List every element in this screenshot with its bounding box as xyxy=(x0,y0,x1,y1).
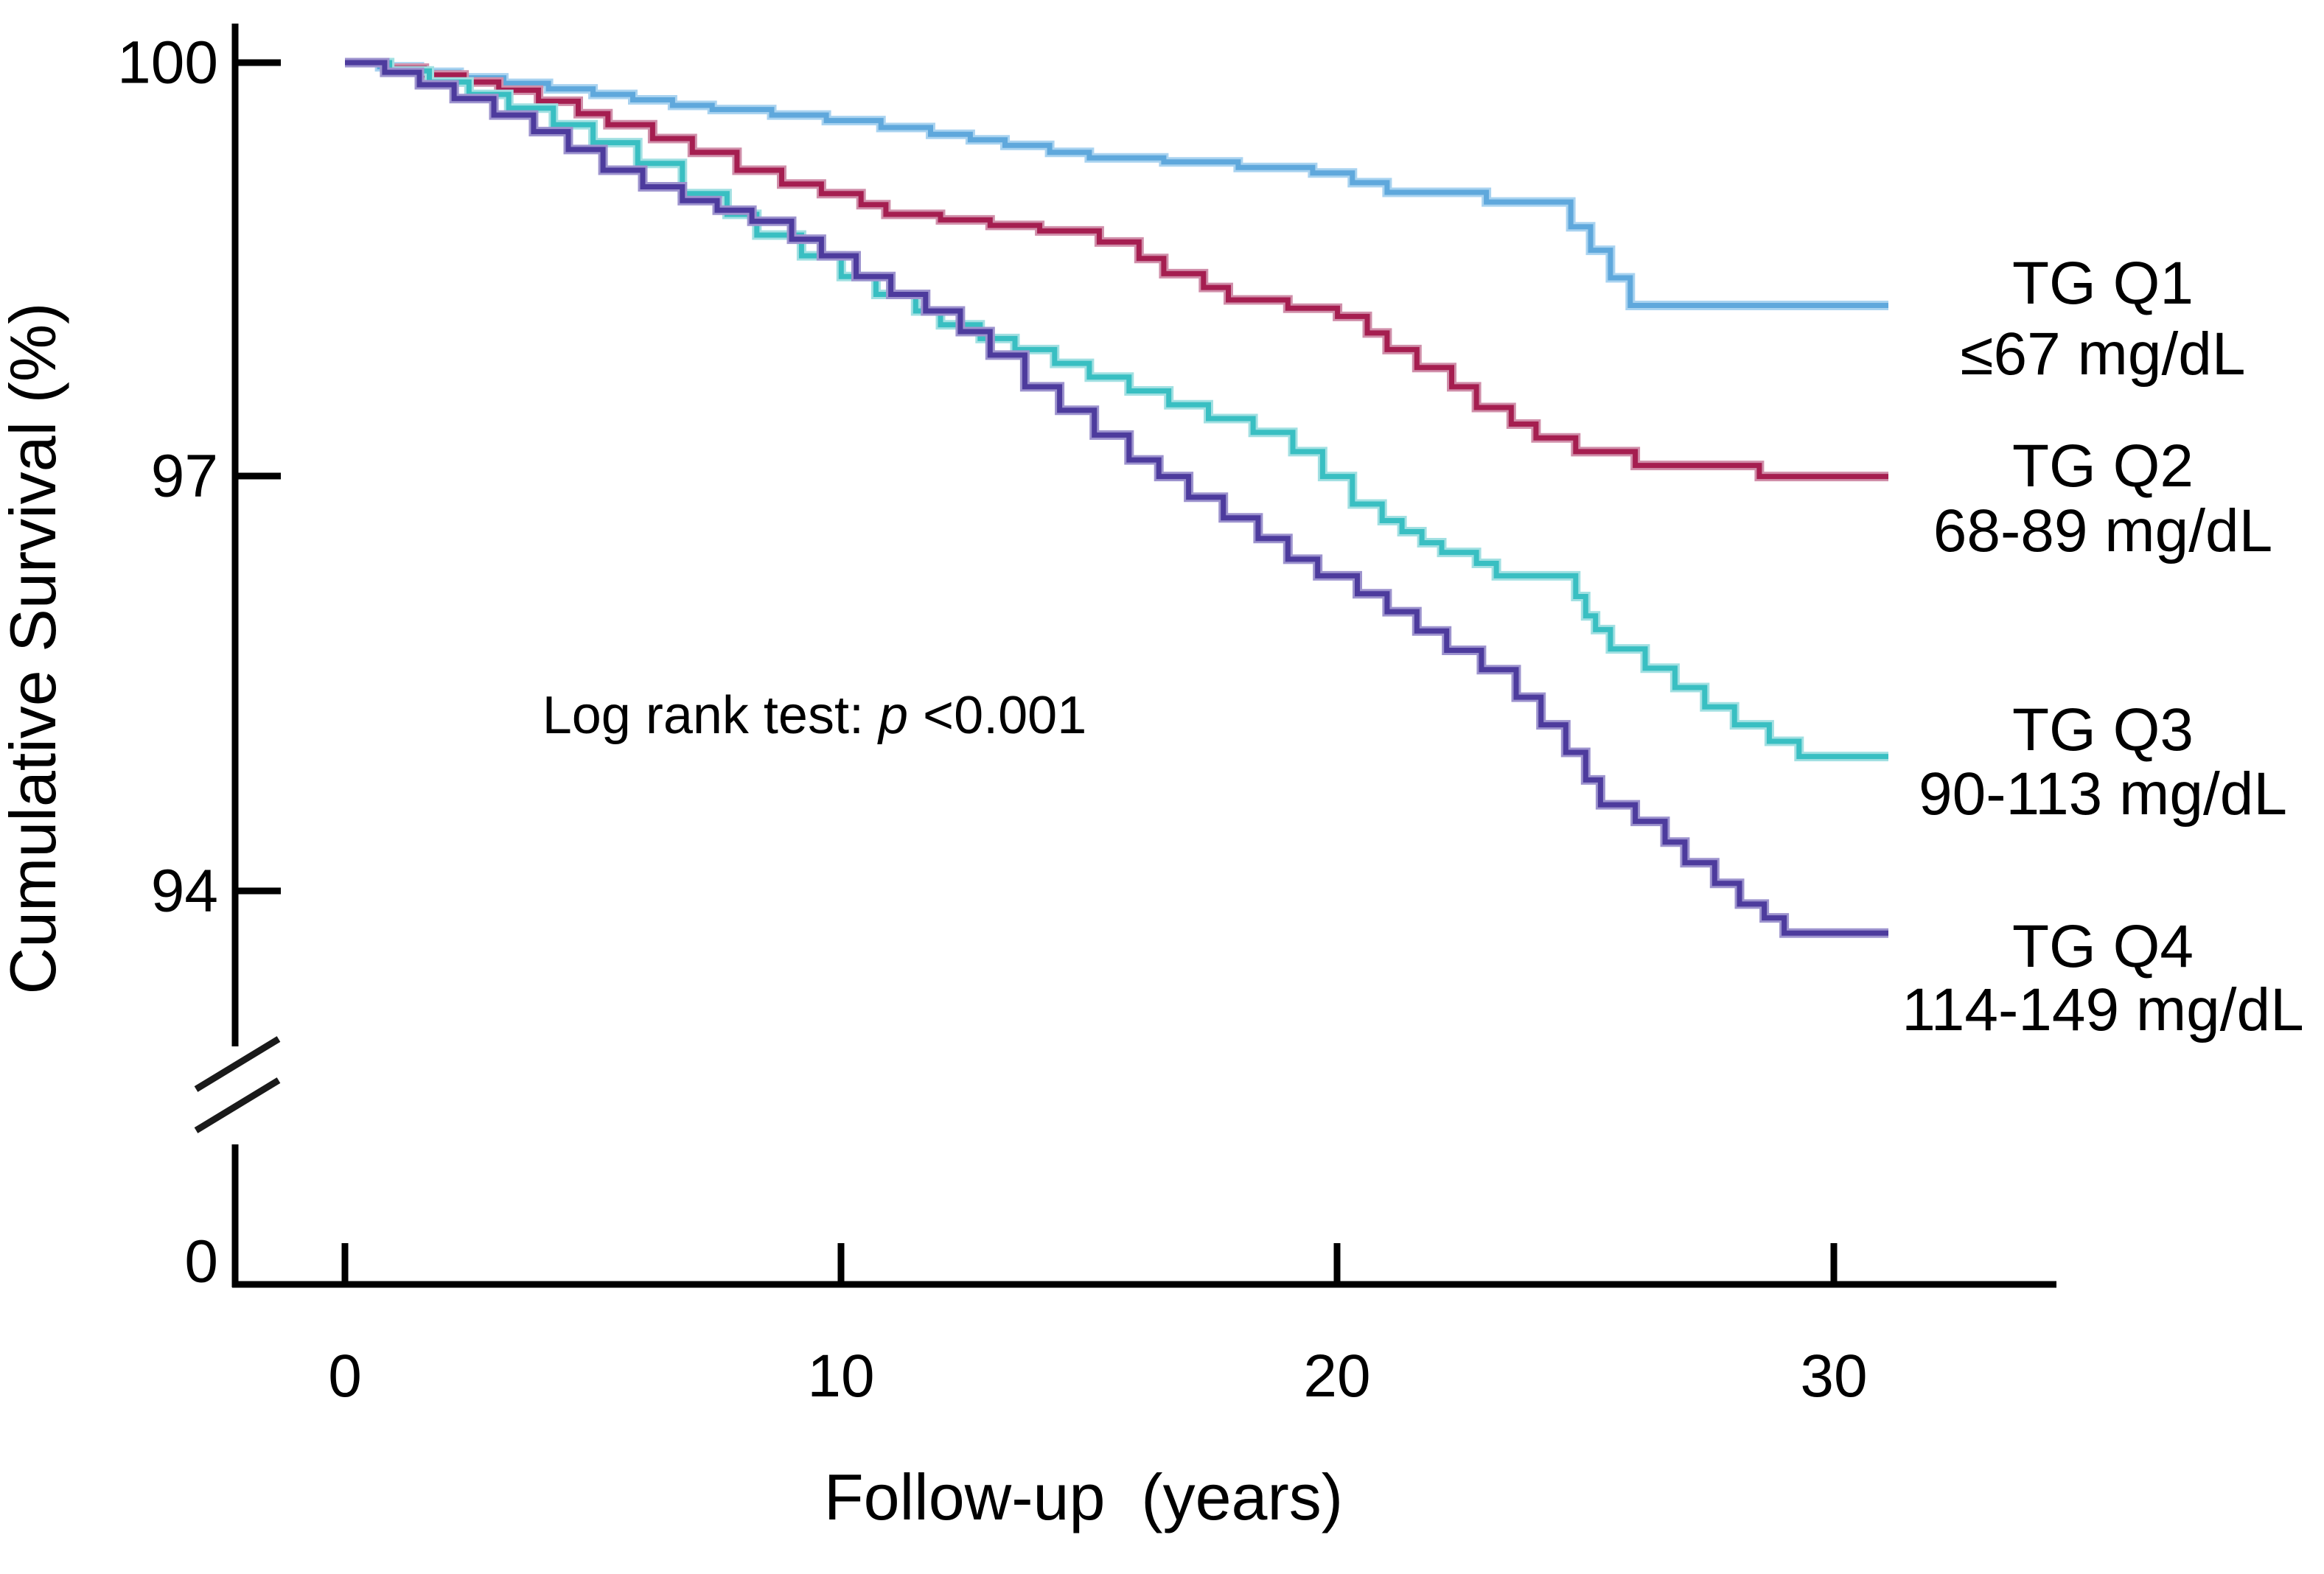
x-tick-label-10: 10 xyxy=(807,1343,874,1410)
legend-q4-name: TG Q4 xyxy=(2012,913,2194,980)
legend-q4-range: 114-149 mg/dL xyxy=(1902,976,2304,1043)
legend-q2-name: TG Q2 xyxy=(2012,433,2194,500)
legend-q3-range: 90-113 mg/dL xyxy=(1919,760,2287,828)
km-curve-q1 xyxy=(345,60,1888,308)
x-tick-label-20: 20 xyxy=(1303,1343,1370,1410)
legend-q3-name: TG Q3 xyxy=(2012,696,2194,763)
x-tick-label-0: 0 xyxy=(328,1343,362,1410)
y-tick-label-0: 0 xyxy=(184,1228,218,1295)
y-axis xyxy=(231,24,281,1287)
km-curves-group xyxy=(345,57,1888,938)
x-tick-label-30: 30 xyxy=(1800,1343,1867,1410)
legend-q1-name: TG Q1 xyxy=(2012,250,2194,317)
km-curve-q3 xyxy=(345,60,1888,760)
legend: TG Q1 ≤67 mg/dL TG Q2 68-89 mg/dL TG Q3 … xyxy=(1902,250,2304,1043)
legend-q1-range: ≤67 mg/dL xyxy=(1961,321,2246,388)
km-curve-q4 xyxy=(345,60,1888,936)
legend-q2-range: 68-89 mg/dL xyxy=(1933,497,2272,564)
y-tick-label-94: 94 xyxy=(151,858,218,925)
x-axis-title: Follow-up (years) xyxy=(824,1461,1343,1533)
y-axis-break-icon xyxy=(194,1036,281,1133)
km-curve-q3 xyxy=(345,57,1888,762)
y-tick-label-97: 97 xyxy=(151,443,218,510)
km-curve-q4 xyxy=(345,57,1888,938)
km-curve-q2 xyxy=(345,60,1888,480)
log-rank-p-symbol: p xyxy=(877,686,908,745)
y-tick-label-100: 100 xyxy=(117,29,218,97)
log-rank-annotation: Log rank test: p <0.001 xyxy=(542,686,1087,745)
log-rank-prefix: Log rank test: xyxy=(542,686,879,745)
x-axis xyxy=(232,1243,2056,1288)
y-axis-title: Cumulative Survival (%) xyxy=(0,303,69,995)
log-rank-value: <0.001 xyxy=(908,686,1086,745)
